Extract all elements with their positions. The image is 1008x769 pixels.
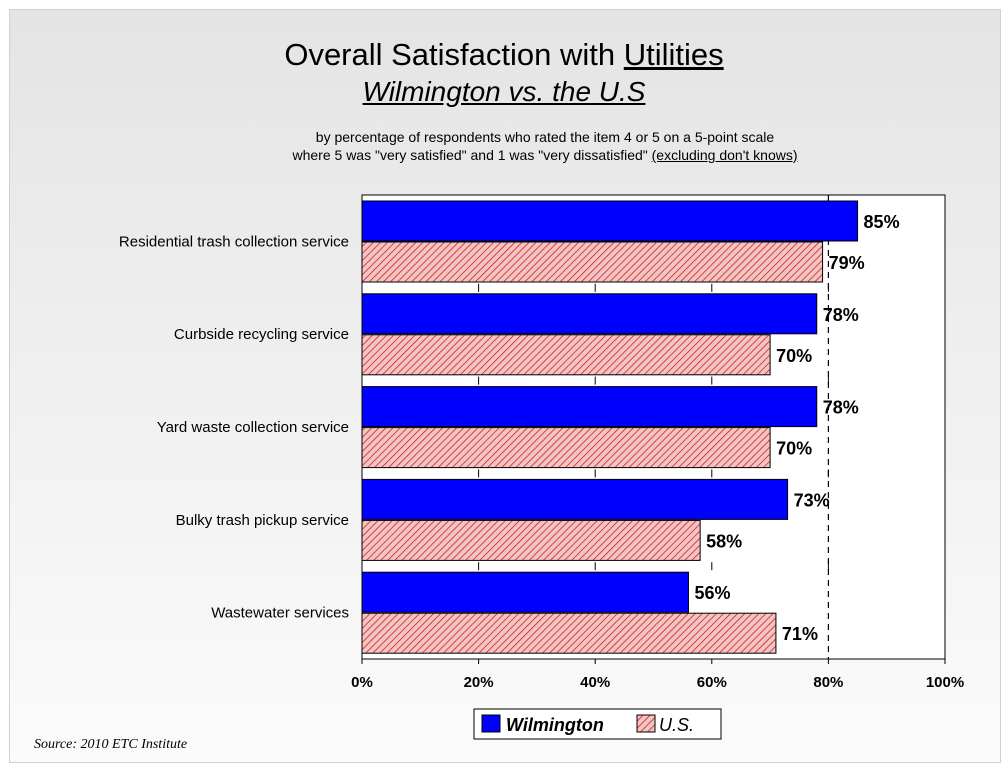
legend-box [473, 708, 722, 740]
category-label: Wastewater services [211, 605, 349, 622]
bar-us [361, 241, 824, 283]
x-tick-label: 20% [464, 674, 494, 691]
bar-wilmington [361, 293, 818, 335]
legend: Wilmington U.S. [473, 708, 722, 740]
x-tick-label: 0% [351, 674, 373, 691]
data-label-us: 71% [782, 624, 818, 644]
category-label: Curbside recycling service [174, 326, 349, 343]
category-label: Yard waste collection service [157, 419, 349, 436]
description-note: (excluding don't knows) [651, 147, 798, 163]
bars [361, 200, 859, 654]
legend-swatch-us [636, 714, 656, 733]
chart-title-emphasis: Utilities [623, 37, 724, 72]
data-label-us: 79% [829, 253, 865, 273]
category-labels: Residential trash collection service Curb… [119, 233, 349, 621]
chart-subtitle: Wilmington vs. the U.S [362, 76, 646, 107]
bar-wilmington [361, 478, 789, 520]
source-note: Source: 2010 ETC Institute [34, 737, 188, 752]
data-label-wilmington: 78% [823, 305, 859, 325]
category-label: Bulky trash pickup service [176, 512, 349, 529]
x-tick-labels: 0% 20% 40% 60% 80% 100% [351, 674, 964, 691]
bar-wilmington [361, 571, 689, 613]
data-label-wilmington: 85% [864, 212, 900, 232]
x-tick-label: 80% [813, 674, 843, 691]
legend-label-us: U.S. [659, 715, 694, 735]
category-label: Residential trash collection service [119, 233, 349, 250]
bar-us [361, 519, 701, 561]
data-label-wilmington: 56% [694, 583, 730, 603]
description-line-1: by percentage of respondents who rated t… [315, 129, 775, 145]
chart-title: Overall Satisfaction with Utilities [0, 38, 1008, 72]
chart-title-prefix: Overall Satisfaction with [284, 37, 624, 72]
description-line-2-text: where 5 was "very satisfied" and 1 was "… [292, 147, 652, 163]
bar-us [361, 612, 777, 654]
data-label-us: 70% [776, 346, 812, 366]
bar-us [361, 334, 771, 376]
legend-label-wilmington: Wilmington [506, 715, 604, 735]
bar-wilmington [361, 386, 818, 428]
data-labels: 85% 79% 78% 70% 78% 70% 73% 58% 56% 71% [694, 212, 899, 644]
legend-swatch-wilmington [481, 714, 501, 733]
x-tick-label: 100% [926, 674, 964, 691]
data-label-wilmington: 73% [794, 490, 830, 510]
bar-wilmington [361, 200, 859, 242]
x-tick-label: 40% [580, 674, 610, 691]
x-tick-label: 60% [697, 674, 727, 691]
data-label-wilmington: 78% [823, 398, 859, 418]
data-label-us: 70% [776, 439, 812, 459]
description-line-2: where 5 was "very satisfied" and 1 was "… [0, 146, 1008, 164]
chart-description: by percentage of respondents who rated t… [0, 128, 1008, 164]
data-label-us: 58% [706, 531, 742, 551]
bar-us [361, 427, 771, 469]
